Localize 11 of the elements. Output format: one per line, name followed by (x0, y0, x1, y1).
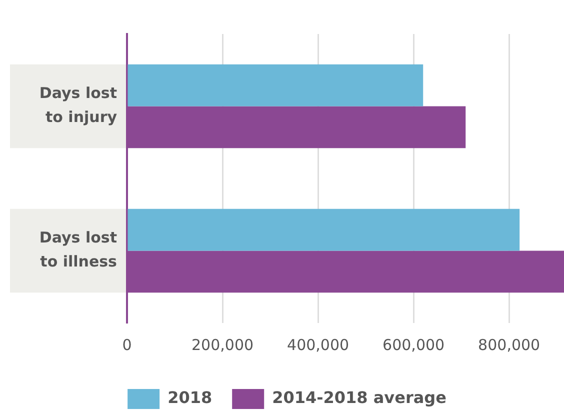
x-tick-label: 600,000 (382, 336, 445, 354)
y-tick-label: Days lost to injury (39, 84, 118, 126)
legend-label: 2018 (168, 388, 212, 408)
legend-label: 2014-2018 average (272, 388, 447, 408)
x-tick-label: 400,000 (287, 336, 350, 354)
x-tick-label: 800,000 (478, 336, 540, 354)
x-tick-label: 0 (122, 336, 132, 354)
bar (128, 208, 520, 251)
bar (128, 64, 424, 106)
y-tick-label: Days lost to illness (39, 228, 118, 271)
x-tick-label: 200,000 (192, 336, 254, 354)
